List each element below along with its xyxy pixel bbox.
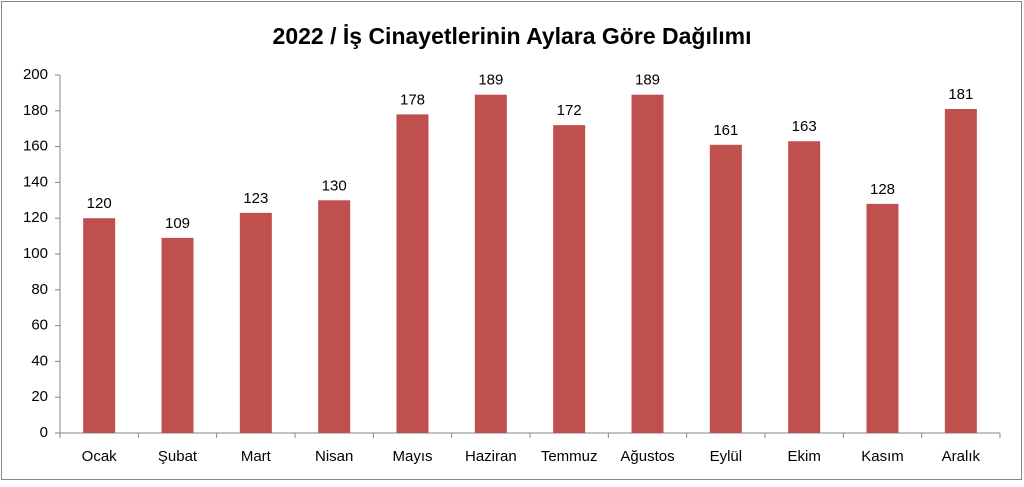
data-label: 120 [87,195,112,212]
data-label: 181 [948,86,973,103]
x-tick-label: Şubat [158,448,198,465]
x-tick-label: Aralık [942,448,981,465]
y-tick-label: 100 [23,245,48,262]
data-label: 123 [243,190,268,207]
data-label: 161 [713,122,738,139]
bar [474,94,507,433]
y-tick-label: 40 [31,352,48,369]
y-tick-label: 120 [23,209,48,226]
bar [944,109,977,433]
data-label: 189 [478,72,503,89]
data-label: 189 [635,72,660,89]
bar [239,212,272,433]
x-tick-label: Eylül [710,448,743,465]
x-tick-label: Ağustos [620,448,674,465]
x-tick-label: Ekim [787,448,820,465]
bar [866,203,899,433]
y-tick-label: 20 [31,388,48,405]
x-tick-label: Ocak [82,448,118,465]
x-tick-label: Mart [241,448,272,465]
data-label: 178 [400,91,425,108]
bar [161,237,194,433]
y-tick-label: 80 [31,281,48,298]
x-tick-label: Haziran [465,448,517,465]
data-label: 109 [165,215,190,232]
bar [631,94,664,433]
bar [396,114,429,433]
y-tick-label: 0 [40,424,48,441]
y-tick-label: 140 [23,173,48,190]
data-label: 128 [870,181,895,198]
bar [709,144,742,433]
data-label: 163 [792,118,817,135]
chart-title: 2022 / İş Cinayetlerinin Aylara Göre Dağ… [273,23,752,49]
bar [83,218,116,433]
y-tick-label: 60 [31,317,48,334]
x-tick-label: Nisan [315,448,353,465]
y-tick-label: 200 [23,66,48,83]
x-tick-label: Mayıs [392,448,432,465]
data-label: 130 [322,177,347,194]
x-tick-label: Temmuz [541,448,598,465]
bar [553,125,586,434]
x-tick-label: Kasım [861,448,904,465]
bar [788,141,821,434]
y-tick-label: 160 [23,138,48,155]
y-tick-label: 180 [23,102,48,119]
bar [318,200,351,433]
data-label: 172 [557,102,582,119]
